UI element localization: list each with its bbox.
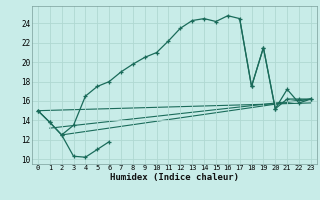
X-axis label: Humidex (Indice chaleur): Humidex (Indice chaleur) bbox=[110, 173, 239, 182]
